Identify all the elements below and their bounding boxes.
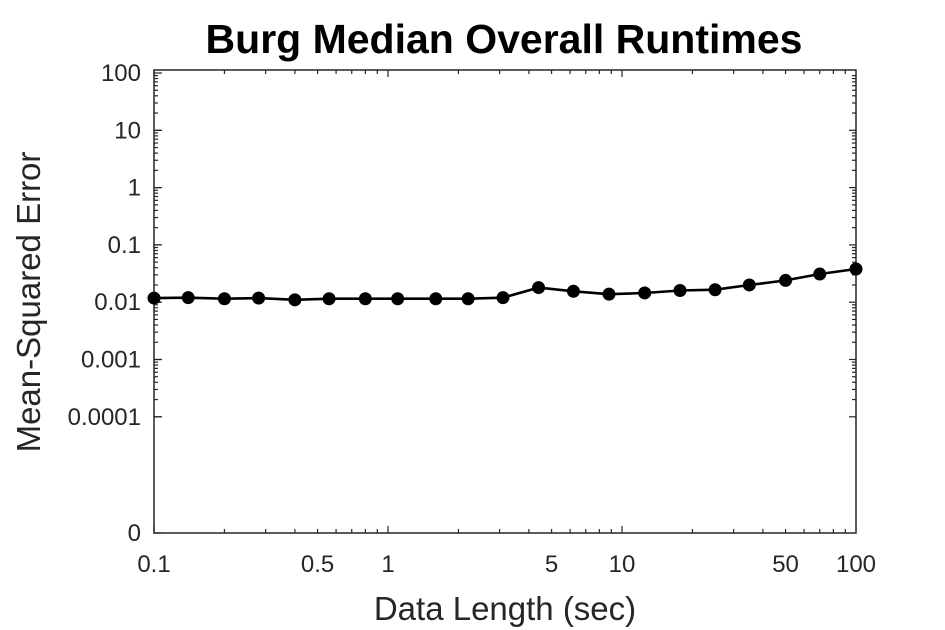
- x-tick-label: 10: [609, 551, 636, 578]
- data-point: [288, 293, 302, 307]
- y-tick-label: 0.01: [94, 289, 141, 316]
- data-point: [673, 284, 687, 298]
- y-tick-label: 1: [128, 175, 141, 202]
- data-point: [429, 292, 443, 306]
- y-tick-label: 0.001: [81, 347, 141, 374]
- x-tick-label: 5: [545, 551, 558, 578]
- y-axis-label: Mean-Squared Error: [10, 152, 47, 453]
- y-tick-label: 0.1: [108, 232, 141, 259]
- chart-title: Burg Median Overall Runtimes: [206, 16, 803, 62]
- y-tick-label: 100: [101, 60, 141, 87]
- data-point: [532, 281, 546, 295]
- data-point: [217, 292, 231, 306]
- data-point: [813, 267, 827, 281]
- data-point: [147, 291, 161, 305]
- data-point: [358, 292, 372, 306]
- data-point: [779, 273, 793, 287]
- x-tick-label: 0.1: [137, 551, 170, 578]
- x-axis-label: Data Length (sec): [374, 590, 636, 627]
- data-point: [742, 278, 756, 292]
- y-tick-label: 0: [128, 520, 141, 547]
- data-point: [849, 262, 863, 276]
- x-tick-label: 50: [772, 551, 799, 578]
- x-tick-label: 1: [381, 551, 394, 578]
- data-point: [181, 291, 195, 305]
- x-tick-label: 0.5: [301, 551, 334, 578]
- data-point: [322, 292, 336, 306]
- data-point: [391, 292, 405, 306]
- x-tick-label: 100: [836, 551, 876, 578]
- y-tick-label: 10: [114, 117, 141, 144]
- y-tick-label: 0.0001: [68, 404, 141, 431]
- data-point: [602, 287, 616, 301]
- data-point: [496, 291, 510, 305]
- series-layer: [147, 262, 863, 307]
- data-point: [708, 283, 722, 297]
- data-point: [461, 292, 475, 306]
- data-point: [638, 286, 652, 300]
- ticks-layer: 0.1 0.5 1 5 10 50 100 0 0.0001 0.001 0.01 0.1 1 10 100: [68, 60, 876, 578]
- data-point: [566, 284, 580, 298]
- data-point: [252, 291, 266, 305]
